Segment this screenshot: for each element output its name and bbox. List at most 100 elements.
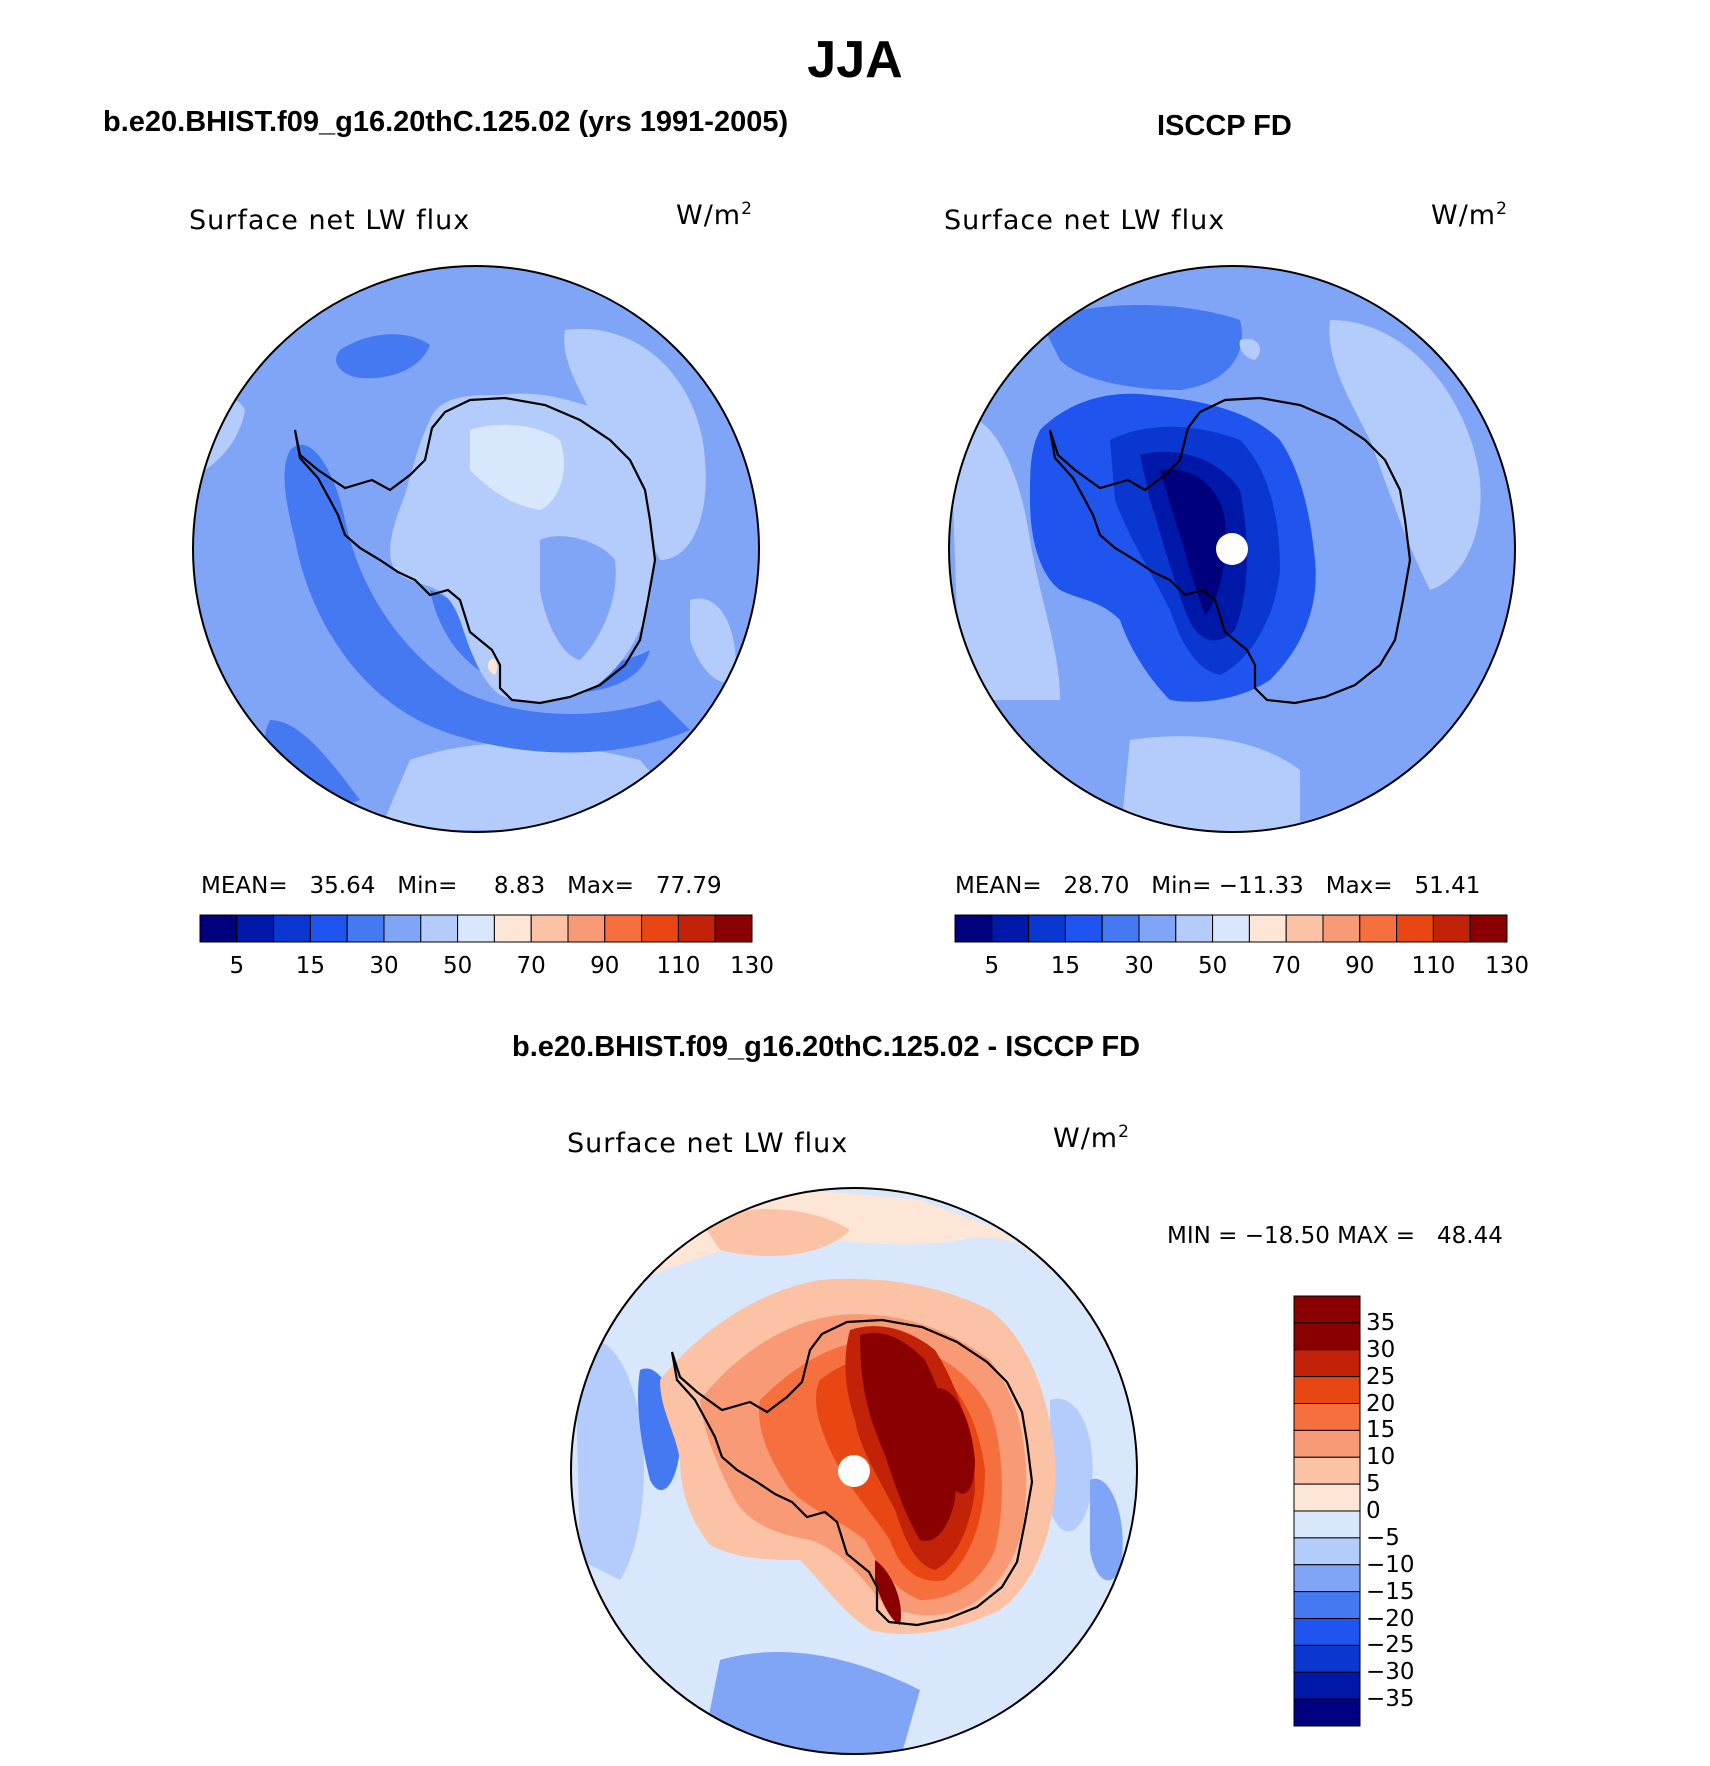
colorbar-tick-label: 110	[1411, 953, 1456, 979]
colorbar-swatch	[1293, 1483, 1361, 1512]
map-2-field	[949, 266, 1515, 832]
colorbar-swatch	[991, 914, 1030, 943]
colorbar-swatch	[1064, 914, 1103, 943]
colorbar-tick-label: −25	[1366, 1632, 1415, 1659]
colorbar-tick-label: 10	[1366, 1444, 1396, 1471]
colorbar-swatch	[1028, 914, 1066, 943]
colorbar-tick-label: 90	[1345, 953, 1375, 979]
panel-2-colorbar-labels: 5 15 30 50 70 90 110 130	[955, 953, 1528, 983]
colorbar-swatch	[383, 914, 422, 943]
colorbar-swatch	[1293, 1644, 1361, 1673]
colorbar-tick-label: 130	[1485, 953, 1529, 979]
colorbar-swatch	[1293, 1537, 1361, 1566]
colorbar-tick-label: 20	[1366, 1390, 1396, 1417]
map-1-border	[192, 265, 760, 833]
colorbar-swatch	[1396, 914, 1434, 943]
colorbar-tick-label: 0	[1366, 1498, 1381, 1524]
panel-1-units: W/m2	[676, 199, 753, 231]
panel-3-stats: MIN = −18.50 MAX = 48.44	[1167, 1223, 1503, 1249]
colorbar-swatch	[1293, 1618, 1361, 1646]
colorbar-swatch	[567, 914, 606, 943]
colorbar-swatch	[1293, 1376, 1361, 1404]
colorbar-swatch	[677, 914, 716, 943]
colorbar-tick-label: 130	[730, 953, 774, 979]
colorbar-swatch	[954, 914, 993, 943]
panel-2-colorbar	[954, 914, 1508, 943]
colorbar-tick-label: 30	[1366, 1336, 1396, 1363]
panel-3-colorbar	[1293, 1295, 1361, 1727]
colorbar-tick-label: 30	[369, 953, 399, 979]
colorbar-swatch	[1212, 914, 1250, 943]
colorbar-swatch	[530, 914, 569, 943]
map-1-field	[193, 266, 759, 832]
panel-2-header: ISCCP FD	[1157, 110, 1292, 142]
colorbar-swatch	[1293, 1295, 1361, 1324]
map-3-field	[571, 1188, 1137, 1754]
colorbar-tick-label: −15	[1366, 1578, 1415, 1605]
colorbar-tick-label: 5	[229, 953, 245, 979]
colorbar-swatch	[346, 914, 385, 943]
colorbar-swatch	[1293, 1698, 1361, 1727]
panel-3-header: b.e20.BHIST.f09_g16.20thC.125.02 - ISCCP…	[512, 1031, 1141, 1063]
colorbar-tick-label: 110	[656, 953, 701, 979]
colorbar-swatch	[309, 914, 348, 943]
figure-title: JJA	[807, 31, 903, 89]
colorbar-tick-label: 15	[1366, 1417, 1396, 1444]
colorbar-swatch	[493, 914, 532, 943]
colorbar-swatch	[420, 914, 459, 943]
panel-2-units: W/m2	[1431, 199, 1508, 231]
colorbar-swatch	[1293, 1429, 1361, 1458]
map-2-border	[948, 265, 1516, 833]
colorbar-tick-label: −10	[1366, 1551, 1415, 1578]
colorbar-swatch	[1248, 914, 1287, 943]
panel-1-colorbar-labels: 5 15 30 50 70 90 110 130	[200, 953, 773, 983]
colorbar-tick-label: 15	[295, 953, 326, 979]
colorbar-swatch	[714, 914, 753, 943]
colorbar-swatch	[236, 914, 275, 943]
colorbar-swatch	[273, 914, 311, 943]
colorbar-swatch	[1285, 914, 1324, 943]
colorbar-swatch	[1293, 1510, 1361, 1539]
colorbar-swatch	[1469, 914, 1508, 943]
colorbar-swatch	[1293, 1403, 1361, 1431]
colorbar-tick-label: 5	[984, 953, 1000, 979]
panel-1-plot-title: Surface net LW flux	[189, 205, 471, 236]
colorbar-tick-label: −5	[1366, 1524, 1400, 1551]
map-2-pole-mask	[1216, 533, 1248, 565]
colorbar-swatch	[1293, 1349, 1361, 1378]
colorbar-tick-label: 50	[1197, 953, 1228, 979]
colorbar-swatch	[1101, 914, 1140, 943]
panel-1-stats: MEAN= 35.64 Min= 8.83 Max= 77.79	[201, 873, 722, 899]
colorbar-tick-label: 70	[1271, 953, 1301, 979]
colorbar-tick-label: 15	[1050, 953, 1081, 979]
colorbar-swatch	[1293, 1564, 1361, 1593]
colorbar-tick-label: 25	[1366, 1363, 1396, 1390]
colorbar-tick-label: 90	[590, 953, 620, 979]
colorbar-tick-label: −30	[1366, 1659, 1415, 1686]
colorbar-swatch	[1359, 914, 1398, 943]
colorbar-swatch	[1293, 1671, 1361, 1700]
map-3-border	[570, 1187, 1138, 1755]
panel-3-plot-title: Surface net LW flux	[567, 1128, 849, 1159]
map-3-pole-mask	[838, 1455, 870, 1487]
colorbar-swatch	[457, 914, 495, 943]
colorbar-tick-label: 35	[1366, 1309, 1396, 1336]
panel-3-colorbar-labels: 35 30 25 20 15 10 5 0 −5 −10 −15 −20 −25 −30 −35	[1366, 1296, 1466, 1726]
colorbar-tick-label: 70	[516, 953, 546, 979]
colorbar-swatch	[1293, 1591, 1361, 1619]
colorbar-swatch	[1322, 914, 1361, 943]
colorbar-swatch	[1175, 914, 1214, 943]
colorbar-swatch	[604, 914, 643, 943]
colorbar-tick-label: −35	[1366, 1686, 1415, 1713]
colorbar-tick-label: 5	[1366, 1471, 1381, 1498]
panel-2-plot-title: Surface net LW flux	[944, 205, 1226, 236]
colorbar-swatch	[1432, 914, 1471, 943]
colorbar-tick-label: 50	[442, 953, 473, 979]
colorbar-swatch	[199, 914, 238, 943]
map-1-coastline	[293, 396, 657, 705]
colorbar-swatch	[1138, 914, 1177, 943]
colorbar-tick-label: 30	[1124, 953, 1154, 979]
panel-1-colorbar	[199, 914, 753, 943]
map-3-coastline	[670, 1318, 1034, 1627]
panel-2-stats: MEAN= 28.70 Min= −11.33 Max= 51.41	[955, 873, 1481, 899]
